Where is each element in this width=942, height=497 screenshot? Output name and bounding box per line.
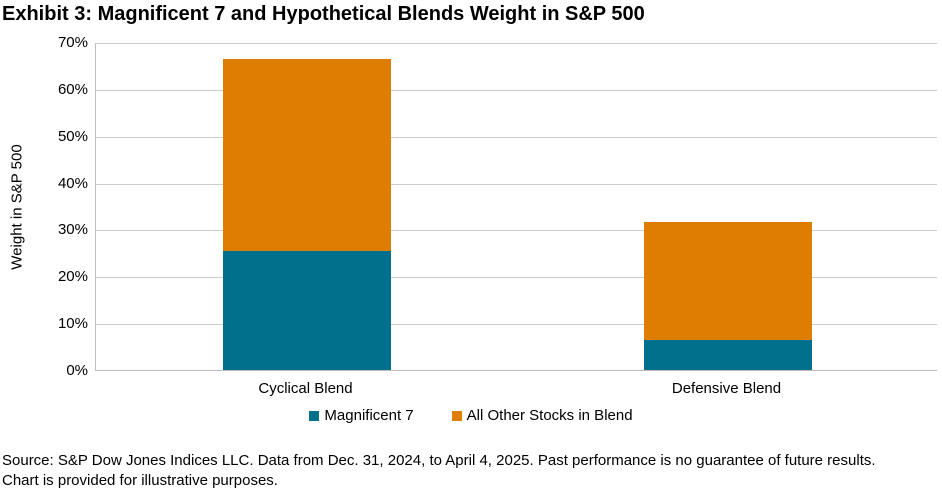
gridline bbox=[96, 230, 937, 232]
bar-cyclical-blend-all-other-stocks-in-blend bbox=[222, 58, 391, 252]
y-axis-title: Weight in S&P 500 bbox=[8, 144, 26, 270]
gridline bbox=[96, 277, 937, 279]
chart-title: Exhibit 3: Magnificent 7 and Hypothetica… bbox=[2, 3, 645, 25]
gridline bbox=[96, 43, 937, 44]
y-tick-label: 40% bbox=[57, 174, 88, 192]
bar-defensive-blend-all-other-stocks-in-blend bbox=[643, 222, 812, 340]
gridline bbox=[96, 136, 937, 138]
legend: Magnificent 7 All Other Stocks in Blend bbox=[0, 407, 942, 424]
gridline bbox=[96, 183, 937, 185]
y-tick-label: 60% bbox=[57, 80, 88, 98]
gridline bbox=[96, 89, 937, 91]
source-note: Source: S&P Dow Jones Indices LLC. Data … bbox=[2, 451, 940, 490]
legend-item-all-other-stocks-in-blend: All Other Stocks in Blend bbox=[451, 407, 633, 424]
y-tick-label: 20% bbox=[57, 268, 88, 286]
legend-swatch-icon bbox=[451, 410, 462, 421]
y-tick-label: 0% bbox=[66, 362, 88, 379]
source-note-line-2: Chart is provided for illustrative purpo… bbox=[2, 471, 278, 489]
bar-defensive-blend-magnificent-7 bbox=[643, 339, 812, 370]
x-category-label-cyclical-blend: Cyclical Blend bbox=[258, 380, 353, 397]
legend-swatch-icon bbox=[309, 410, 320, 421]
x-category-label-defensive-blend: Defensive Blend bbox=[671, 380, 782, 397]
legend-label: Magnificent 7 bbox=[324, 407, 414, 424]
plot-area bbox=[95, 43, 937, 371]
y-tick-label: 70% bbox=[57, 34, 88, 51]
source-note-line-1: Source: S&P Dow Jones Indices LLC. Data … bbox=[2, 452, 876, 469]
legend-label: All Other Stocks in Blend bbox=[466, 407, 633, 424]
gridline bbox=[96, 324, 937, 326]
y-tick-label: 30% bbox=[57, 221, 88, 239]
legend-item-magnificent-7: Magnificent 7 bbox=[309, 407, 414, 424]
bar-cyclical-blend-magnificent-7 bbox=[222, 251, 391, 370]
y-tick-label: 10% bbox=[57, 315, 88, 333]
y-tick-label: 50% bbox=[57, 127, 88, 145]
